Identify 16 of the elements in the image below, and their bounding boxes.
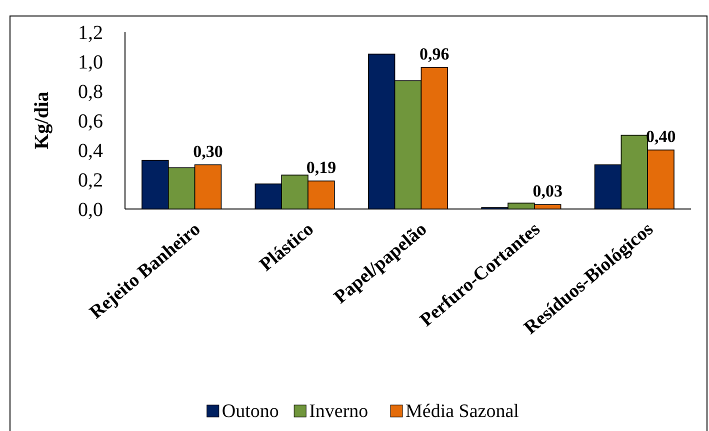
y-tick-label: 0,2: [78, 170, 103, 192]
data-label: 0,96: [420, 44, 450, 64]
data-label: 0,30: [193, 142, 223, 161]
y-axis-title: Kg/dia: [31, 92, 53, 150]
legend-label: Inverno: [309, 401, 368, 422]
y-tick-label: 0,0: [78, 199, 103, 221]
y-tick-label: 1,2: [78, 22, 103, 44]
y-tick-label: 1,0: [78, 52, 103, 74]
y-tick-label: 0,4: [78, 140, 103, 162]
legend-label: Outono: [222, 401, 279, 422]
y-tick-label: 0,6: [78, 110, 103, 132]
legend-label: Média Sazonal: [406, 401, 519, 422]
data-label: 0,03: [532, 182, 562, 201]
data-label: 0,40: [646, 127, 676, 146]
data-label: 0,19: [306, 158, 336, 177]
y-tick-label: 0,8: [78, 81, 103, 103]
